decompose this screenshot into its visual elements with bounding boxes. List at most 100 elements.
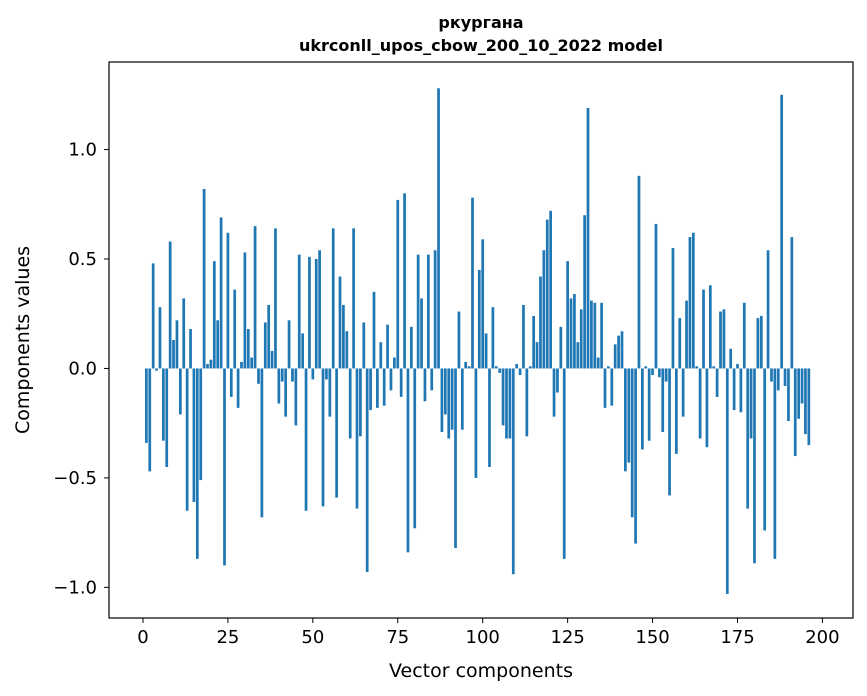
x-tick-label: 0 xyxy=(137,627,148,648)
bar xyxy=(270,350,274,369)
bar xyxy=(783,368,787,386)
bar xyxy=(355,368,359,509)
bar xyxy=(454,368,457,548)
bar xyxy=(328,368,332,417)
x-tick-label: 75 xyxy=(386,627,409,648)
bar xyxy=(528,366,532,369)
bar xyxy=(287,320,291,369)
bar xyxy=(542,250,546,369)
bar xyxy=(613,344,617,369)
bar xyxy=(260,368,264,518)
bar xyxy=(437,88,440,369)
bar xyxy=(189,329,192,369)
bar xyxy=(399,368,403,397)
bar xyxy=(471,197,474,369)
bar xyxy=(719,311,722,369)
bar xyxy=(297,254,301,369)
x-tick-label: 50 xyxy=(301,627,324,648)
bar xyxy=(511,368,515,575)
bar xyxy=(505,368,508,439)
bar xyxy=(158,307,162,369)
bar xyxy=(481,239,485,369)
y-tick-label: −0.5 xyxy=(53,468,97,489)
x-tick-label: 125 xyxy=(550,627,584,648)
x-tick-label: 175 xyxy=(720,627,754,648)
bar xyxy=(804,368,807,435)
bar xyxy=(359,368,362,437)
bar xyxy=(522,304,525,369)
bar xyxy=(223,368,226,566)
bar xyxy=(433,250,437,369)
bar xyxy=(240,361,243,369)
bar xyxy=(192,368,196,502)
bar xyxy=(274,228,277,369)
bar xyxy=(216,320,220,369)
bar xyxy=(569,298,573,369)
bar xyxy=(644,366,648,369)
bar xyxy=(773,368,777,559)
bar xyxy=(641,368,644,450)
bar xyxy=(345,331,349,369)
bar xyxy=(678,318,682,369)
bar xyxy=(688,237,692,369)
bar xyxy=(674,368,678,454)
bar xyxy=(617,335,620,369)
bar xyxy=(342,304,345,369)
bar xyxy=(477,269,481,369)
bar xyxy=(552,368,556,417)
bar xyxy=(586,107,590,369)
bar xyxy=(780,94,784,369)
bar xyxy=(151,263,155,369)
bar xyxy=(195,368,199,559)
bar xyxy=(206,364,209,369)
bar xyxy=(325,368,328,380)
bar xyxy=(525,368,529,437)
bar xyxy=(246,329,250,369)
bar xyxy=(440,368,444,432)
bar xyxy=(702,289,705,369)
bar xyxy=(742,302,746,369)
plot-frame xyxy=(108,61,854,619)
bar xyxy=(457,311,461,369)
bar xyxy=(172,340,175,369)
bar xyxy=(508,368,512,439)
x-axis-ticks: 0 25 50 75 100 125 150 175 200 xyxy=(137,618,840,648)
bar xyxy=(746,368,750,509)
bar xyxy=(488,368,491,467)
chart-title-line-2: ukrconll_upos_cbow_200_10_2022 model xyxy=(299,36,663,55)
bar xyxy=(304,368,308,511)
bar xyxy=(450,368,454,430)
bar xyxy=(209,359,213,369)
bar xyxy=(647,368,651,441)
bar xyxy=(413,368,417,529)
bar xyxy=(654,223,658,369)
bar xyxy=(267,304,271,369)
bar xyxy=(807,368,811,446)
bar xyxy=(335,368,338,498)
x-tick-label: 200 xyxy=(805,627,839,648)
bar xyxy=(185,368,189,511)
bar xyxy=(729,348,733,369)
bar xyxy=(447,368,451,439)
bar xyxy=(338,276,342,369)
bar xyxy=(389,368,393,391)
bar xyxy=(671,248,675,369)
bar xyxy=(532,315,536,369)
bar xyxy=(600,302,603,369)
bar xyxy=(518,368,522,376)
bar xyxy=(474,368,478,478)
bar xyxy=(226,232,230,369)
bar xyxy=(423,368,427,402)
bar xyxy=(155,368,158,371)
bar xyxy=(379,342,383,369)
bar xyxy=(515,364,519,369)
bar xyxy=(162,368,165,441)
bar xyxy=(460,368,464,430)
bar xyxy=(243,252,247,369)
bar xyxy=(284,368,288,417)
bar xyxy=(219,217,223,369)
y-tick-label: 1.0 xyxy=(68,140,97,161)
bar xyxy=(658,368,661,378)
bar xyxy=(406,368,410,553)
